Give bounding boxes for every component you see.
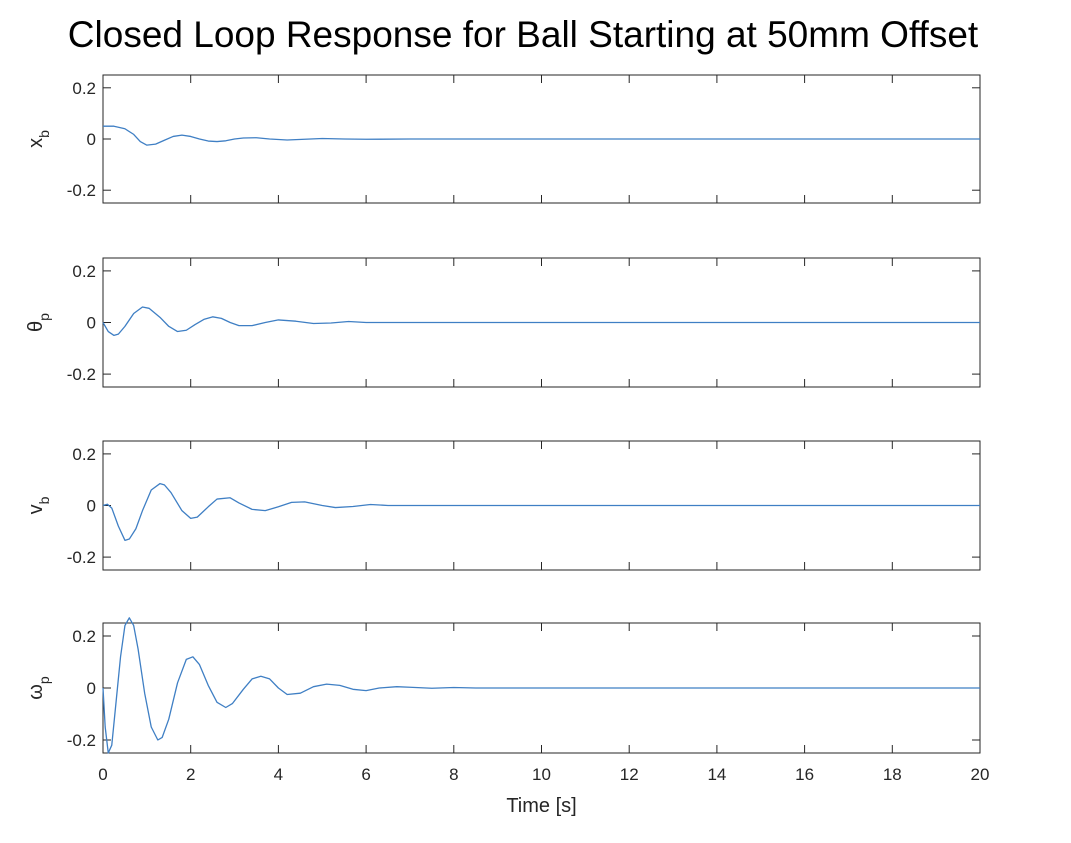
y-tick-label-2-2: 0.2: [72, 262, 96, 281]
series-line-2: [102, 306, 980, 337]
x-axis-label: Time [s]: [506, 795, 576, 817]
chart-title: Closed Loop Response for Ball Starting a…: [67, 14, 979, 55]
x-tick-label-0: 0: [98, 765, 107, 784]
y-tick-label-1-0: -0.2: [67, 181, 96, 200]
y-axis-label-2: θp: [25, 313, 52, 332]
x-tick-label-1: 2: [186, 765, 195, 784]
x-tick-label-7: 14: [707, 765, 726, 784]
x-tick-label-8: 16: [795, 765, 814, 784]
y-tick-label-1-1: 0: [87, 130, 96, 149]
series-line-4: [102, 617, 980, 754]
y-tick-label-1-2: 0.2: [72, 79, 96, 98]
x-tick-label-9: 18: [883, 765, 902, 784]
series-line-1: [103, 125, 980, 146]
y-axis-label-4: ωp: [25, 676, 52, 700]
y-tick-label-4-1: 0: [87, 679, 96, 698]
x-tick-label-6: 12: [620, 765, 639, 784]
x-tick-label-3: 6: [361, 765, 370, 784]
y-tick-label-3-2: 0.2: [72, 445, 96, 464]
y-tick-label-4-0: -0.2: [67, 731, 96, 750]
y-axis-label-1: xb: [25, 130, 52, 148]
y-axis-label-3: vb: [25, 496, 52, 514]
series-line-3: [102, 482, 980, 541]
y-tick-label-3-1: 0: [87, 497, 96, 516]
y-tick-label-2-1: 0: [87, 314, 96, 333]
y-tick-label-4-2: 0.2: [72, 627, 96, 646]
x-tick-label-10: 20: [971, 765, 990, 784]
y-tick-label-3-0: -0.2: [67, 548, 96, 567]
x-tick-label-4: 8: [449, 765, 458, 784]
x-tick-label-2: 4: [274, 765, 283, 784]
x-tick-label-5: 10: [532, 765, 551, 784]
y-tick-label-2-0: -0.2: [67, 365, 96, 384]
